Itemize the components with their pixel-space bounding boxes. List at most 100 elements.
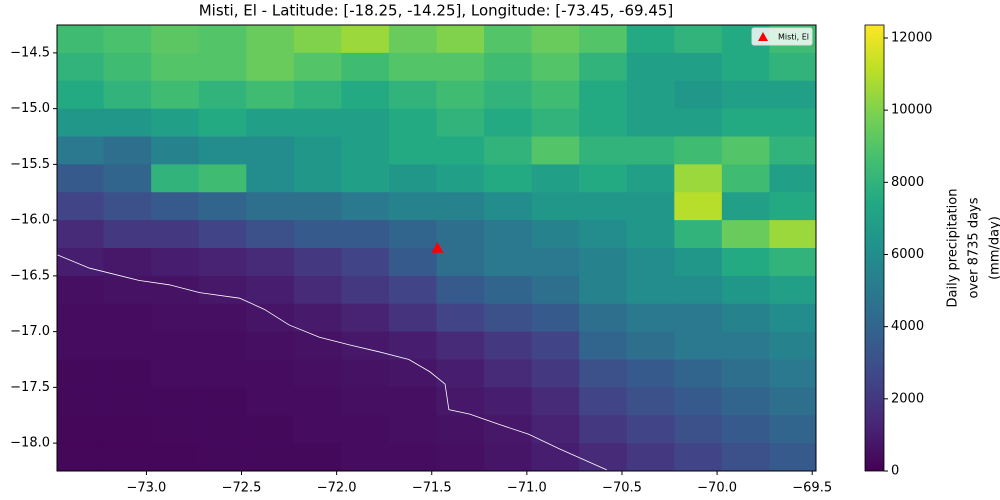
heatmap-cell	[57, 415, 105, 444]
heatmap-cell	[531, 443, 580, 471]
heatmap-cell	[484, 52, 533, 82]
heatmap-cell	[579, 52, 628, 82]
heatmap-cell	[626, 331, 675, 360]
heatmap-cell	[293, 387, 342, 416]
heatmap-cell	[151, 25, 200, 54]
heatmap-cell	[484, 415, 533, 444]
heatmap-cell	[198, 52, 247, 82]
x-tick-label: −69.5	[792, 481, 832, 496]
heatmap-cell	[674, 443, 723, 471]
heatmap-cell	[198, 108, 247, 137]
heatmap-cell	[57, 387, 105, 416]
heatmap-cell	[246, 331, 295, 360]
heatmap-cell	[531, 25, 580, 54]
heatmap-cell	[246, 220, 295, 249]
heatmap-cell	[721, 331, 770, 360]
heatmap-cell	[293, 80, 342, 110]
heatmap-cell	[436, 108, 485, 137]
heatmap-cell	[484, 331, 533, 360]
heatmap-cell	[436, 192, 485, 221]
heatmap-cell	[341, 192, 390, 221]
heatmap-cell	[246, 136, 295, 165]
heatmap-cell	[388, 248, 437, 277]
heatmap-cell	[531, 80, 580, 110]
heatmap-cell	[579, 275, 628, 305]
heatmap-cell	[293, 331, 342, 360]
heatmap-cell	[246, 164, 295, 193]
heatmap-cell	[388, 220, 437, 249]
heatmap-cell	[388, 192, 437, 221]
heatmap-cell	[151, 192, 200, 221]
heatmap-cell	[769, 52, 816, 82]
heatmap-cell	[436, 80, 485, 110]
heatmap-cell	[531, 275, 580, 305]
y-tick-label: −16.0	[10, 213, 50, 228]
heatmap-cell	[626, 108, 675, 137]
heatmap-cell	[198, 248, 247, 277]
legend-marker	[758, 32, 768, 41]
y-tick-label: −15.5	[10, 157, 50, 172]
y-tick-label: −16.5	[10, 268, 50, 283]
heatmap-cell	[626, 359, 675, 388]
heatmap-cell	[57, 303, 105, 333]
colorbar-tick-label: 10000	[891, 103, 932, 118]
x-tick-label: −70.0	[697, 481, 737, 496]
heatmap-cell	[341, 248, 390, 277]
heatmap-cell	[579, 248, 628, 277]
heatmap-cell	[674, 415, 723, 444]
heatmap-cell	[721, 220, 770, 249]
heatmap-cell	[721, 443, 770, 471]
heatmap-cell	[57, 136, 105, 165]
heatmap-cell	[103, 164, 152, 193]
heatmap-cell	[198, 359, 247, 388]
heatmap-cell	[531, 415, 580, 444]
heatmap-cell	[484, 303, 533, 333]
heatmap-cell	[151, 80, 200, 110]
x-tick-label: −71.5	[412, 481, 452, 496]
heatmap-cell	[674, 164, 723, 193]
heatmap-cell	[674, 108, 723, 137]
heatmap-cell	[674, 25, 723, 54]
heatmap-cell	[293, 136, 342, 165]
colorbar-label: (mm/day)	[988, 216, 1000, 280]
heatmap-cell	[674, 387, 723, 416]
heatmap-cell	[579, 415, 628, 444]
heatmap-cell	[674, 303, 723, 333]
heatmap-cell	[57, 164, 105, 193]
heatmap-cell	[198, 387, 247, 416]
heatmap-cell	[246, 192, 295, 221]
heatmap-cell	[103, 25, 152, 54]
heatmap-cell	[198, 192, 247, 221]
heatmap-cell	[436, 303, 485, 333]
heatmap-cell	[103, 108, 152, 137]
heatmap-cell	[769, 387, 816, 416]
heatmap-cell	[246, 387, 295, 416]
coastline	[57, 254, 607, 471]
heatmap-cell	[246, 359, 295, 388]
heatmap-cell	[531, 331, 580, 360]
heatmap-cell	[721, 303, 770, 333]
heatmap-cell	[103, 80, 152, 110]
heatmap-cell	[151, 443, 200, 471]
y-tick-label: −17.5	[10, 380, 50, 395]
heatmap-cell	[436, 248, 485, 277]
heatmap-cell	[151, 220, 200, 249]
heatmap-cell	[246, 275, 295, 305]
colorbar-tick-label: 2000	[891, 391, 924, 406]
heatmap-cell	[151, 248, 200, 277]
colorbar-tick-label: 0	[891, 464, 899, 479]
heatmap-cell	[579, 303, 628, 333]
heatmap-cell	[721, 80, 770, 110]
heatmap-cell	[674, 52, 723, 82]
heatmap-cell	[531, 164, 580, 193]
heatmap-cell	[151, 108, 200, 137]
x-tick-label: −71.0	[507, 481, 547, 496]
heatmap-cell	[293, 52, 342, 82]
heatmap-cell	[721, 415, 770, 444]
heatmap-cell	[293, 25, 342, 54]
heatmap-cell	[721, 52, 770, 82]
heatmap-cell	[103, 359, 152, 388]
heatmap-cell	[388, 25, 437, 54]
heatmap-cell	[198, 164, 247, 193]
